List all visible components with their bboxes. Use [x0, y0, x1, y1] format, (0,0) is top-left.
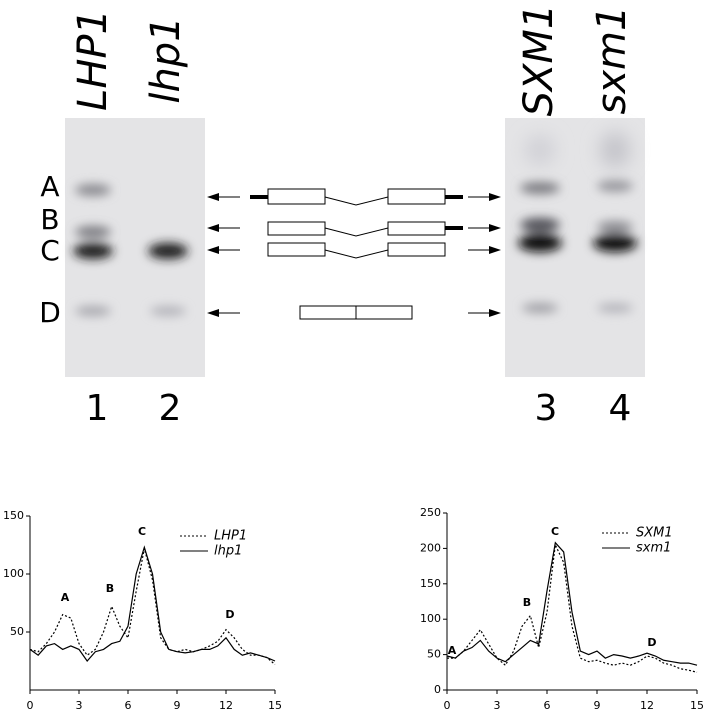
x-tick-label: 3 — [494, 699, 501, 712]
row-label: A — [40, 170, 59, 203]
x-tick-label: 0 — [444, 699, 451, 712]
y-tick-label: 150 — [420, 577, 441, 590]
y-tick-label: 100 — [3, 567, 24, 580]
arrowheads — [207, 193, 501, 317]
legend-label: SXM1 — [636, 526, 673, 541]
peak-label: D — [647, 636, 656, 649]
peak-label: C — [551, 525, 559, 538]
x-tick-label: 6 — [544, 699, 551, 712]
x-tick-label: 6 — [125, 699, 132, 712]
x-tick-label: 9 — [174, 699, 181, 712]
x-tick-label: 3 — [76, 699, 83, 712]
peak-label: A — [61, 591, 70, 604]
x-tick-label: 12 — [640, 699, 654, 712]
peak-label: A — [448, 644, 457, 657]
lane-number: 3 — [535, 388, 558, 429]
lane-header: lhp1 — [143, 16, 189, 103]
gel-smear — [525, 132, 630, 168]
lane-header: sxm1 — [589, 6, 635, 115]
lane-number: 1 — [86, 388, 109, 429]
peak-label: C — [138, 525, 146, 538]
row-label: B — [40, 203, 59, 236]
y-tick-label: 150 — [3, 509, 24, 522]
series-line — [446, 541, 698, 666]
x-tick-label: 15 — [268, 699, 282, 712]
series-line — [29, 545, 276, 662]
x-tick-label: 12 — [219, 699, 233, 712]
lane-header: SXM1 — [516, 4, 562, 117]
series-line — [29, 548, 276, 665]
lane-header: LHP1 — [70, 9, 116, 111]
gel-bands — [73, 180, 637, 316]
peak-label: B — [106, 582, 114, 595]
transcript-diagrams — [215, 188, 493, 320]
row-label: C — [40, 234, 60, 267]
legend-label: sxm1 — [636, 541, 671, 556]
legend-label: LHP1 — [214, 529, 247, 544]
y-tick-label: 100 — [420, 612, 441, 625]
peak-label: B — [523, 596, 531, 609]
y-tick-label: 0 — [434, 683, 441, 696]
y-tick-label: 50 — [10, 625, 24, 638]
x-tick-label: 0 — [27, 699, 34, 712]
x-tick-label: 15 — [690, 699, 704, 712]
y-tick-label: 200 — [420, 541, 441, 554]
y-tick-label: 50 — [427, 648, 441, 661]
lane-number: 4 — [609, 388, 632, 429]
y-tick-label: 250 — [420, 506, 441, 519]
x-tick-label: 9 — [594, 699, 601, 712]
legend-label: lhp1 — [214, 544, 242, 559]
peak-label: D — [225, 608, 234, 621]
lane-number: 2 — [159, 388, 182, 429]
row-label: D — [39, 296, 61, 329]
